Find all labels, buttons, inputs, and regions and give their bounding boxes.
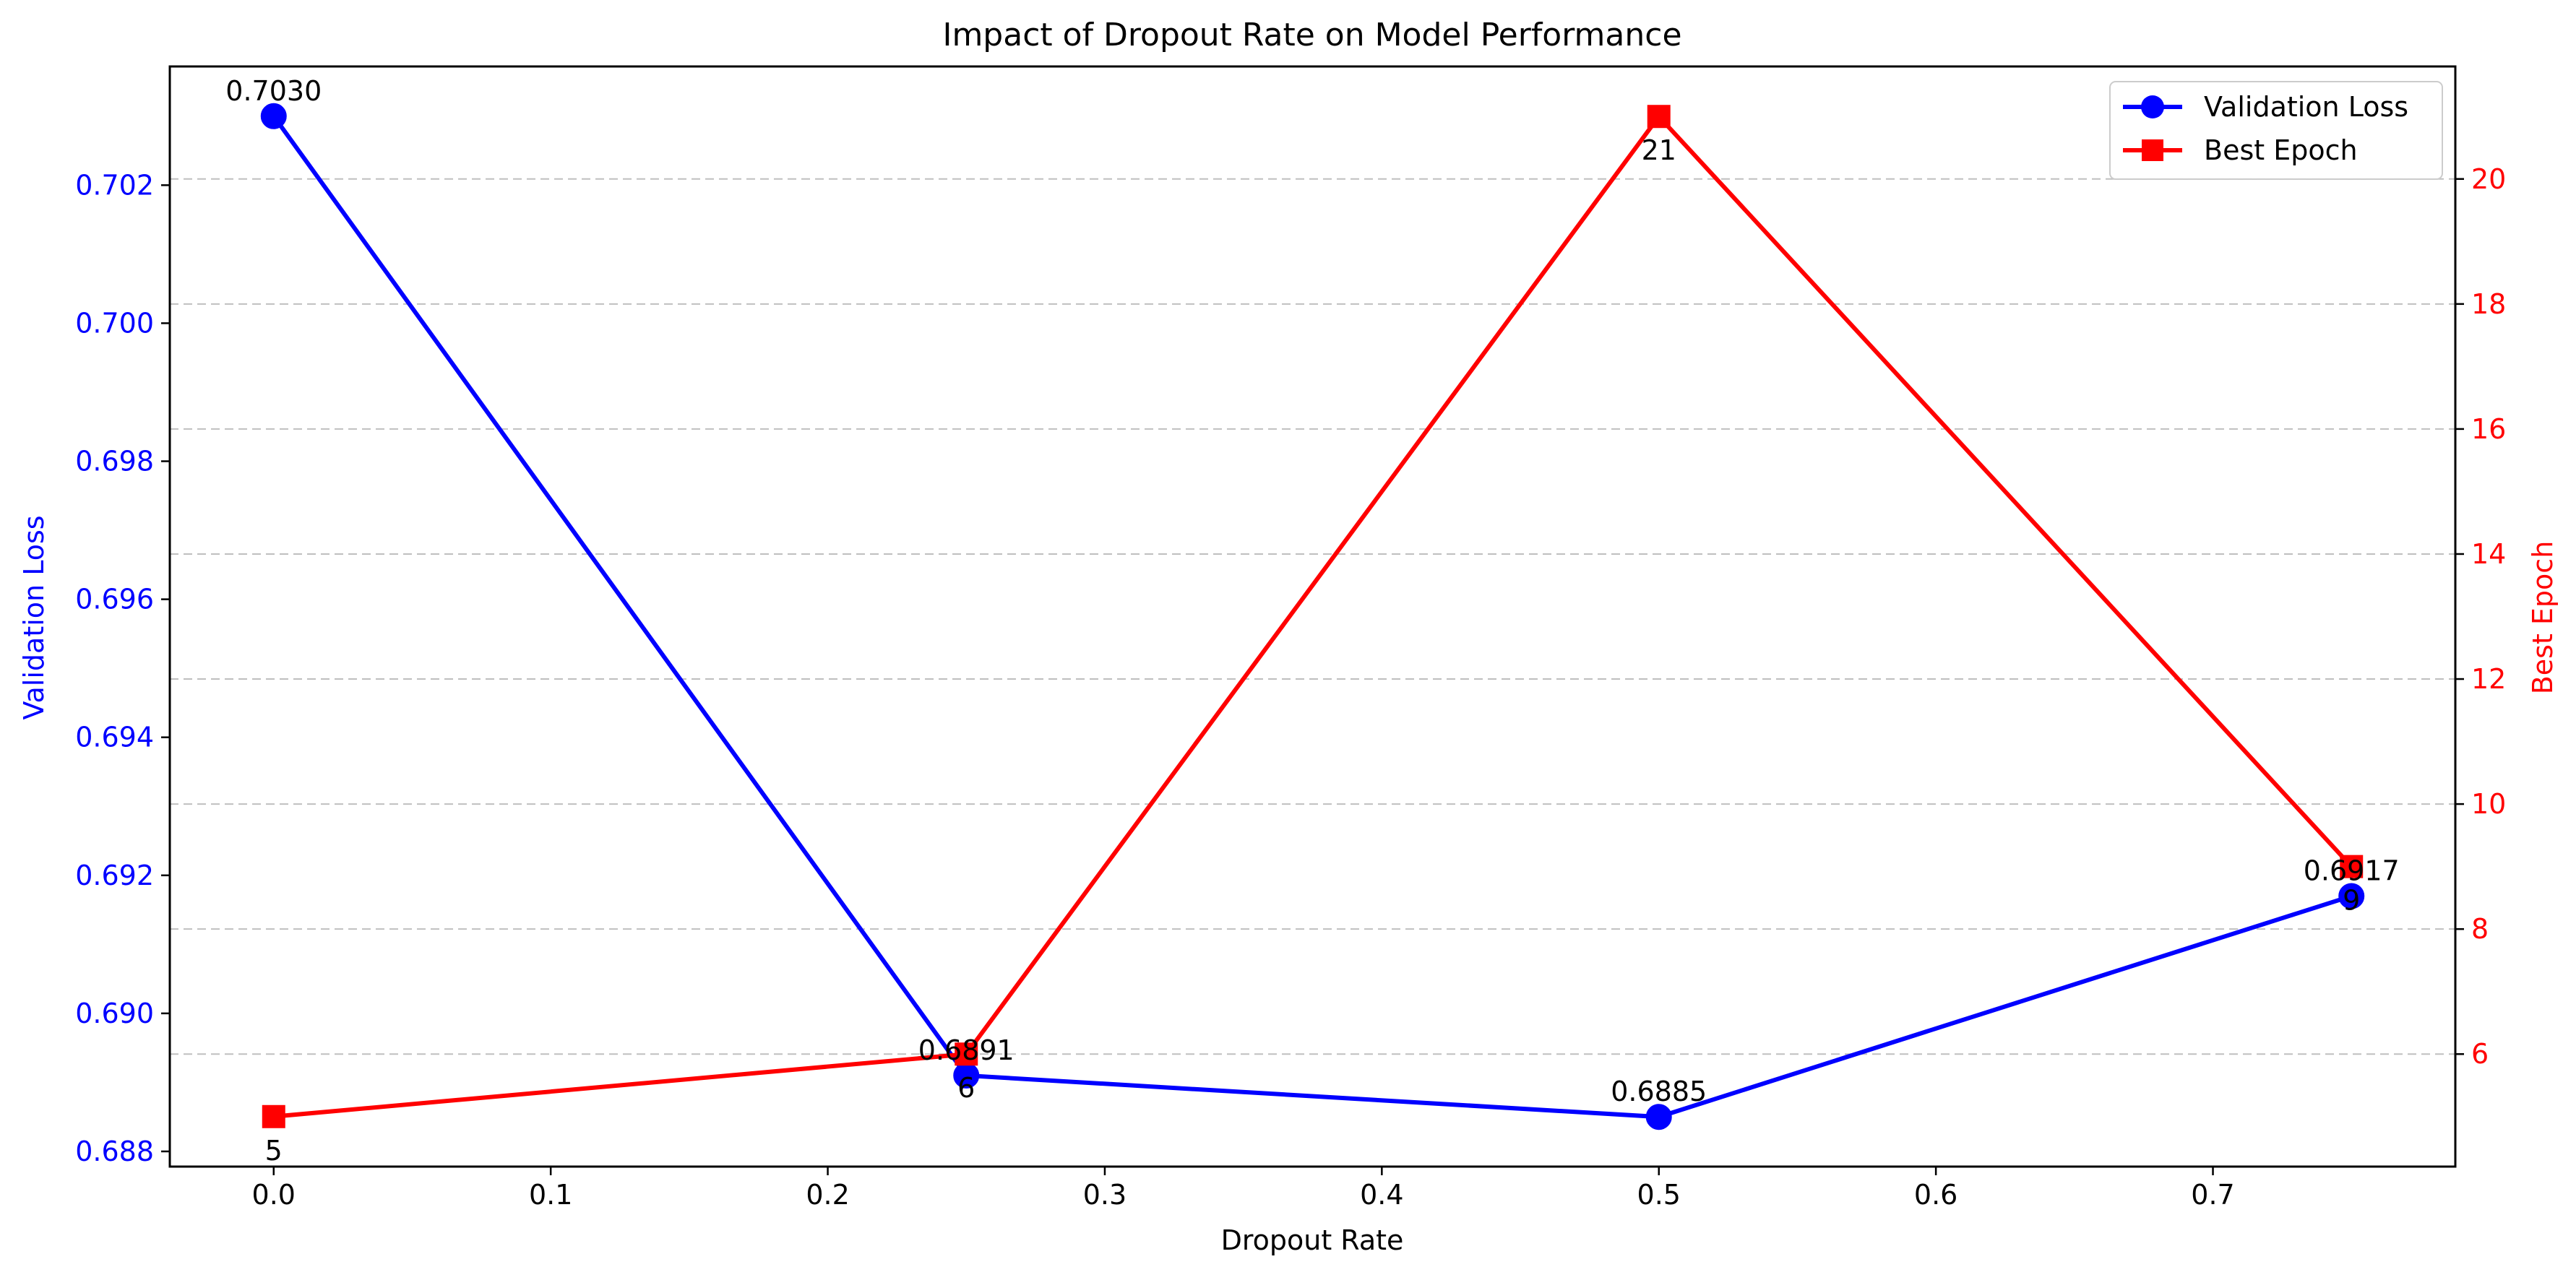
- chart-title: Impact of Dropout Rate on Model Performa…: [942, 17, 1681, 53]
- plot-frame: [168, 65, 2457, 1168]
- x-tick-label-7: 0.7: [2191, 1179, 2234, 1211]
- y-left-tick-label-1: 0.690: [75, 998, 154, 1029]
- point-best-epoch-2: [1647, 105, 1671, 129]
- data-label-best-epoch-0: 5: [265, 1135, 283, 1167]
- series-line-best-epoch: [273, 114, 2353, 1119]
- y-right-tick-label-1: 8: [2471, 913, 2489, 945]
- point-validation-loss-0: [260, 103, 287, 129]
- legend-label-best-epoch: Best Epoch: [2204, 134, 2358, 166]
- x-tick-label-3: 0.3: [1083, 1179, 1127, 1211]
- axes-layer: 0.0 0.1 0.2 0.3 0.4 0.5 0.6 0.7 0.688 0.690 0.692 0…: [75, 163, 2506, 1211]
- y-right-tick-label-4: 14: [2471, 538, 2506, 570]
- data-label-validation-loss-3: 0.6917: [2304, 855, 2400, 886]
- legend: Validation Loss Best Epoch: [2109, 81, 2443, 180]
- data-label-best-epoch-3: 9: [2343, 885, 2360, 917]
- x-tick-label-2: 0.2: [806, 1179, 849, 1211]
- y-left-tick-label-5: 0.698: [75, 446, 154, 477]
- series-layer: [260, 103, 2365, 1130]
- series-line-validation-loss: [272, 115, 2353, 1120]
- data-label-validation-loss-1: 0.6891: [918, 1034, 1015, 1066]
- y-left-tick-label-7: 0.702: [75, 169, 154, 201]
- legend-label-validation-loss: Validation Loss: [2204, 91, 2408, 123]
- labels-layer: 0.7030 0.6891 0.6885 0.6917 5 6 21 9: [225, 75, 2399, 1167]
- x-tick-label-1: 0.1: [529, 1179, 572, 1211]
- y-left-tick-label-6: 0.700: [75, 307, 154, 339]
- x-tick-label-4: 0.4: [1360, 1179, 1403, 1211]
- point-validation-loss-2: [1645, 1104, 1672, 1130]
- point-best-epoch-1: [955, 1042, 978, 1066]
- data-label-validation-loss-2: 0.6885: [1611, 1076, 1707, 1107]
- y-right-tick-label-3: 12: [2471, 663, 2506, 695]
- x-tick-label-5: 0.5: [1637, 1179, 1681, 1211]
- y-right-tick-label-2: 10: [2471, 788, 2506, 820]
- data-label-best-epoch-2: 21: [1642, 134, 1676, 166]
- y-left-tick-label-4: 0.696: [75, 584, 154, 615]
- y-right-tick-label-7: 20: [2471, 163, 2506, 195]
- y-left-tick-label-0: 0.688: [75, 1136, 154, 1167]
- y-left-tick-label-2: 0.692: [75, 860, 154, 891]
- y-right-tick-label-6: 18: [2471, 288, 2506, 320]
- y-right-tick-label-0: 6: [2471, 1038, 2489, 1070]
- y-right-axis-label: Best Epoch: [2527, 541, 2559, 695]
- y-left-tick-label-3: 0.694: [75, 722, 154, 753]
- data-label-validation-loss-0: 0.7030: [225, 75, 322, 107]
- y-left-axis-label: Validation Loss: [18, 515, 50, 719]
- legend-marker-validation-loss: [2141, 95, 2164, 118]
- y-right-tick-label-5: 16: [2471, 413, 2506, 445]
- legend-marker-best-epoch: [2142, 139, 2163, 161]
- point-validation-loss-3: [2338, 883, 2365, 909]
- x-tick-label-0: 0.0: [252, 1179, 296, 1211]
- data-label-best-epoch-1: 6: [957, 1072, 975, 1104]
- legend-box: [2109, 81, 2443, 180]
- point-best-epoch-0: [262, 1104, 285, 1128]
- grid-layer: [170, 178, 2455, 1055]
- x-tick-label-6: 0.6: [1914, 1179, 1957, 1211]
- x-axis-label: Dropout Rate: [1221, 1224, 1404, 1256]
- point-best-epoch-3: [2340, 855, 2364, 878]
